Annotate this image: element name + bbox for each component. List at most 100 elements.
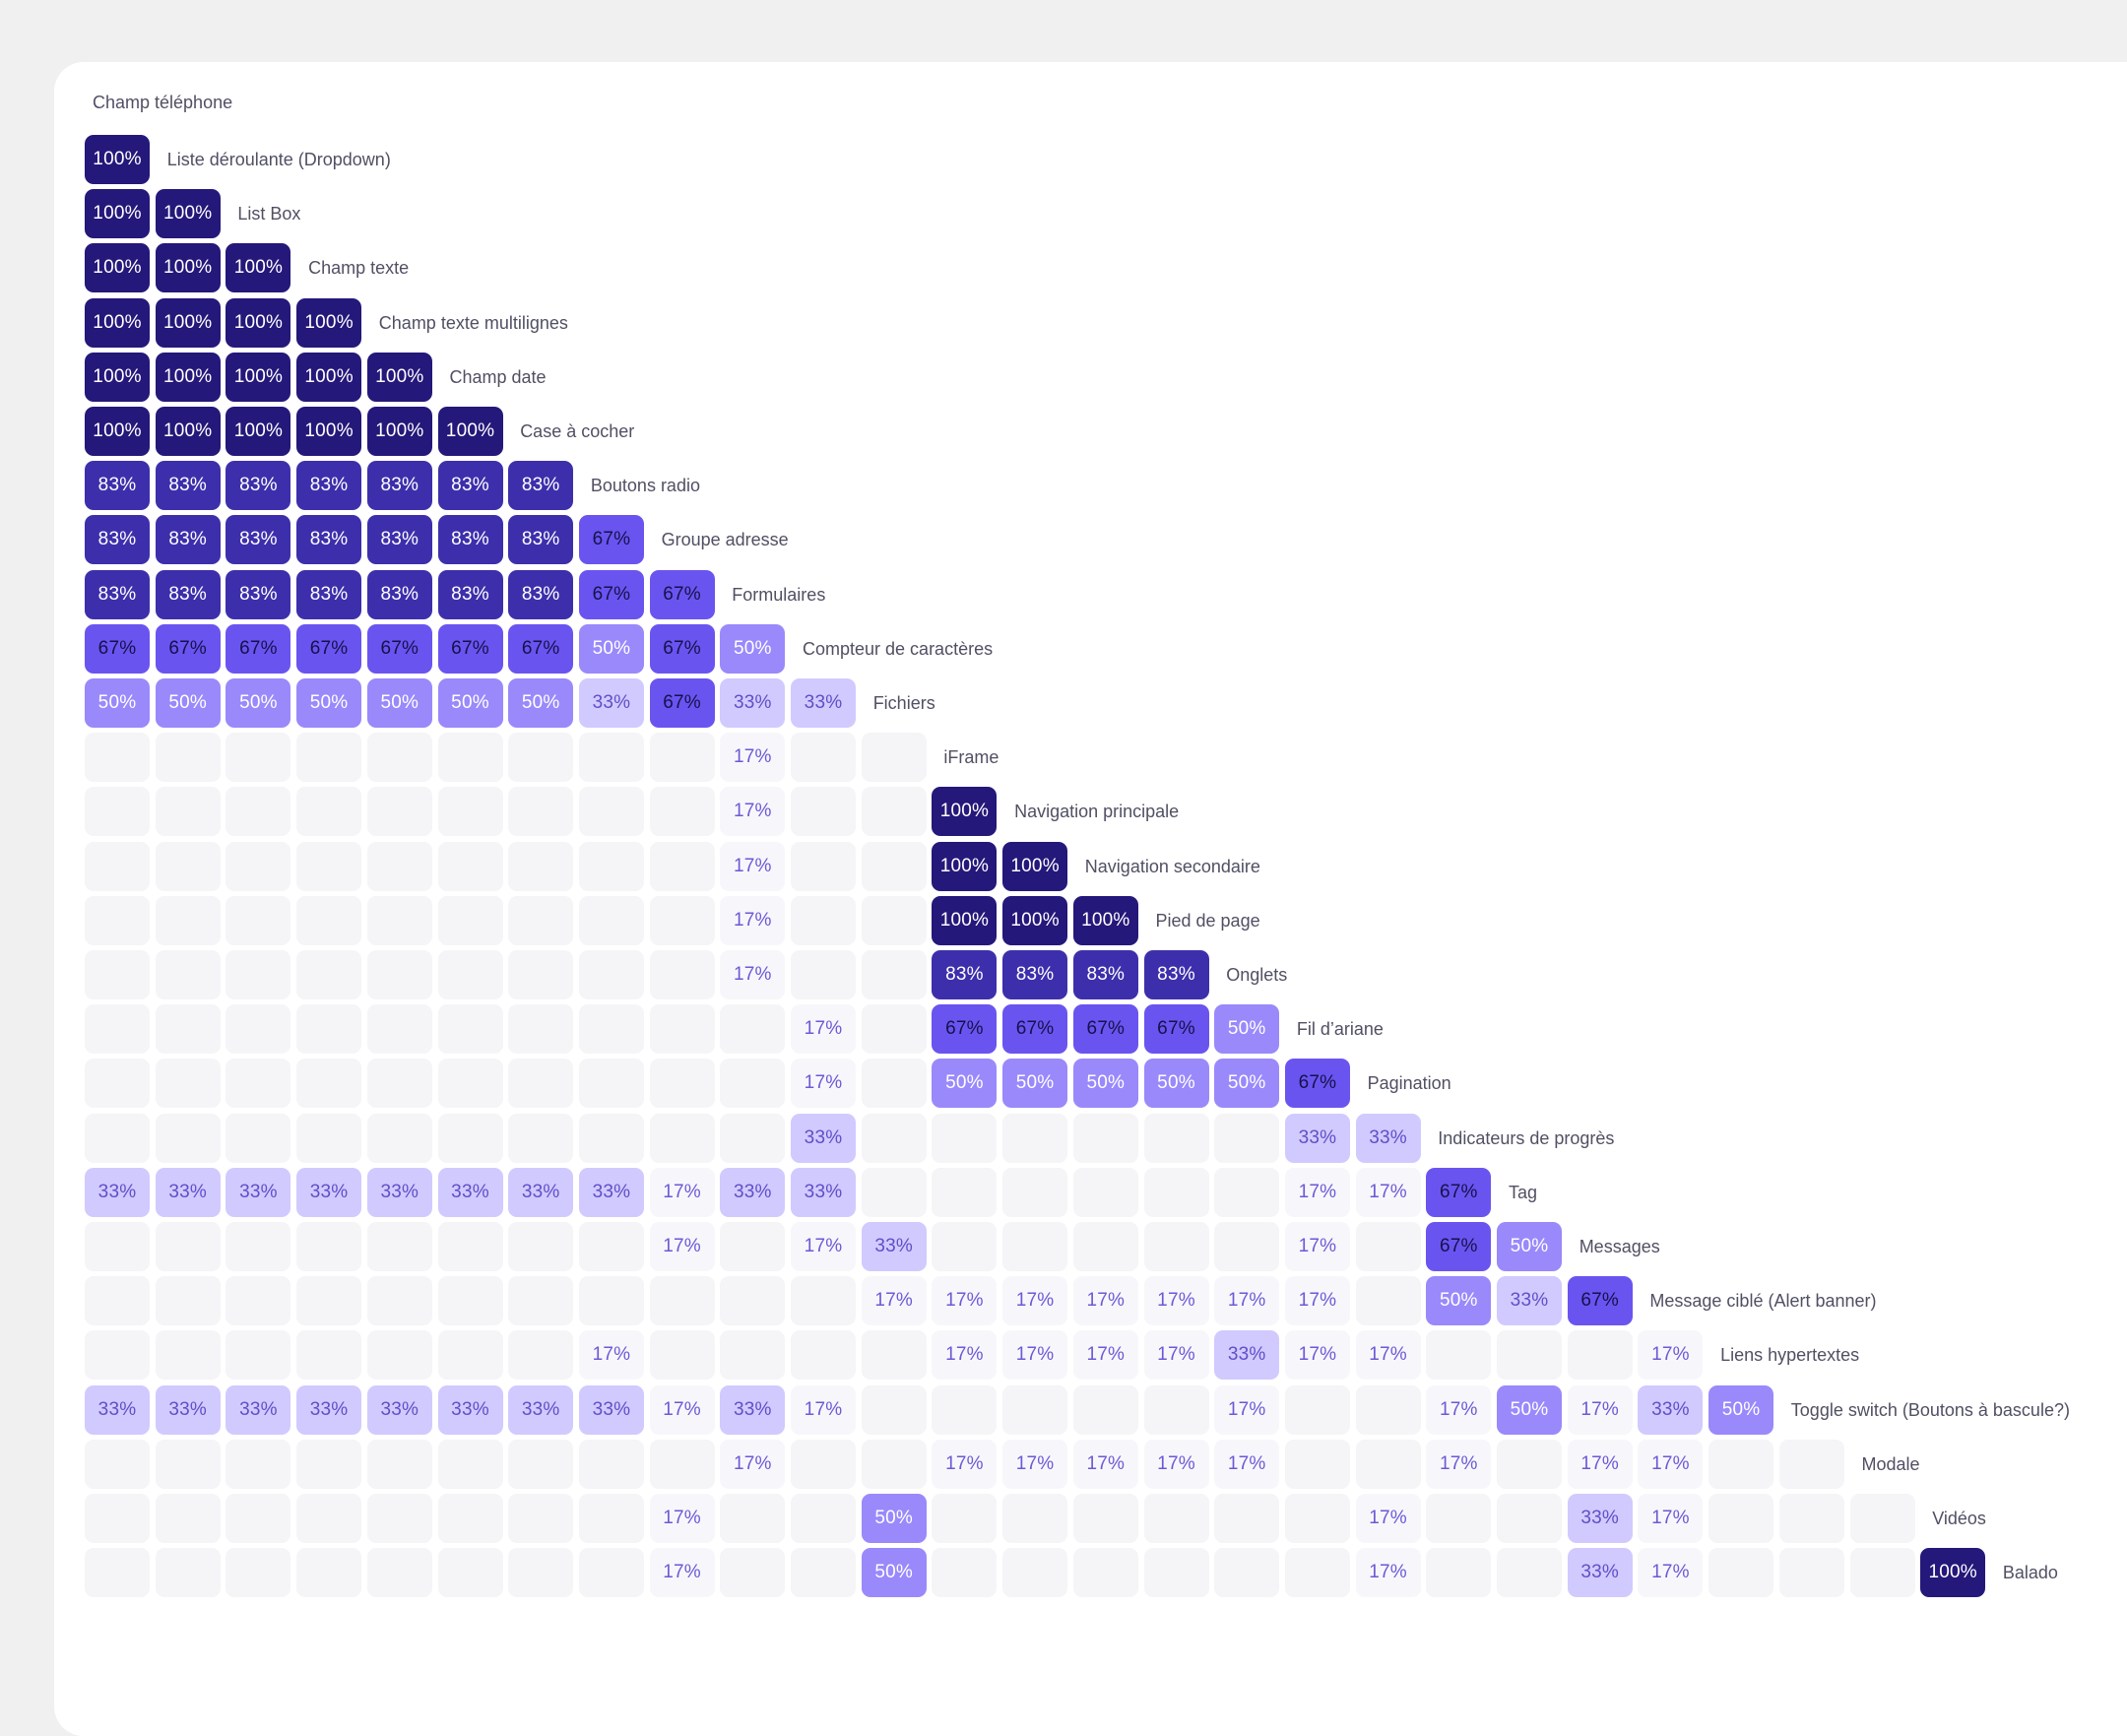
heatmap-cell-empty — [1072, 1548, 1138, 1598]
row-label: iFrame — [943, 747, 999, 768]
heatmap-cell-empty — [578, 1494, 644, 1543]
heatmap-cell-empty — [1497, 1494, 1562, 1543]
heatmap-cell: 50% — [1497, 1222, 1562, 1271]
heatmap-cell-empty — [1143, 1167, 1209, 1217]
heatmap-cell-empty — [226, 787, 291, 837]
heatmap-cell-empty — [791, 950, 856, 999]
heatmap-cell: 17% — [1143, 1330, 1209, 1381]
heatmap-cell: 33% — [226, 1167, 291, 1217]
heatmap-cell: 50% — [366, 678, 432, 728]
heatmap-cell: 33% — [1214, 1330, 1280, 1381]
heatmap-cell-empty — [85, 1059, 150, 1109]
row-label: Balado — [2002, 1563, 2058, 1583]
heatmap-cell: 33% — [508, 1167, 574, 1217]
heatmap-cell-empty — [437, 733, 503, 783]
heatmap-cell: 83% — [85, 461, 150, 511]
heatmap-cell: 17% — [932, 1276, 998, 1326]
heatmap-cell: 100% — [1002, 895, 1068, 945]
heatmap-cell-empty — [226, 950, 291, 999]
heatmap-cell-empty — [932, 1167, 998, 1217]
heatmap-cell-empty — [1708, 1548, 1774, 1598]
heatmap-cell-empty — [226, 1059, 291, 1109]
heatmap-cell: 67% — [296, 623, 362, 674]
heatmap-cell: 100% — [437, 407, 503, 456]
heatmap-cell: 83% — [155, 461, 221, 511]
heatmap-cell-empty — [437, 1059, 503, 1109]
heatmap-cell: 100% — [85, 243, 150, 293]
heatmap-cell-empty — [155, 1276, 221, 1326]
heatmap-cell-empty — [296, 895, 362, 945]
heatmap-cell: 17% — [1072, 1276, 1138, 1326]
heatmap-cell-empty — [578, 787, 644, 837]
heatmap-cell: 33% — [578, 1384, 644, 1435]
heatmap-cell-empty — [1143, 1384, 1209, 1435]
heatmap-cell: 67% — [85, 623, 150, 674]
heatmap-cell: 83% — [508, 461, 574, 511]
heatmap-cell: 33% — [720, 678, 786, 728]
heatmap-cell: 100% — [1920, 1548, 1986, 1598]
heatmap-cell-empty — [366, 950, 432, 999]
heatmap-cell: 17% — [1638, 1548, 1704, 1598]
heatmap-cell-empty — [1849, 1494, 1915, 1543]
heatmap-cell: 17% — [1426, 1384, 1492, 1435]
heatmap-cell: 67% — [578, 569, 644, 619]
heatmap-cell-empty — [1426, 1548, 1492, 1598]
heatmap-cell: 17% — [1072, 1439, 1138, 1489]
heatmap-cell-empty — [366, 733, 432, 783]
heatmap-cell: 17% — [1638, 1330, 1704, 1381]
heatmap-cell-empty — [155, 1439, 221, 1489]
heatmap-cell: 50% — [1002, 1059, 1068, 1109]
heatmap-cell: 33% — [791, 1167, 856, 1217]
heatmap-cell-empty — [85, 1330, 150, 1381]
heatmap-cell: 83% — [508, 569, 574, 619]
heatmap-cell-empty — [1708, 1494, 1774, 1543]
heatmap-cell-empty — [720, 1548, 786, 1598]
heatmap-cell: 100% — [296, 352, 362, 402]
heatmap-cell-empty — [296, 950, 362, 999]
heatmap-cell: 83% — [437, 461, 503, 511]
row-label: Boutons radio — [590, 476, 700, 496]
heatmap-cell: 17% — [791, 1059, 856, 1109]
heatmap-cell-empty — [296, 1548, 362, 1598]
heatmap-cell: 17% — [791, 1384, 856, 1435]
heatmap-cell: 17% — [1002, 1439, 1068, 1489]
heatmap-cell: 67% — [1426, 1167, 1492, 1217]
heatmap-cell-empty — [226, 1439, 291, 1489]
heatmap-cell-empty — [1002, 1113, 1068, 1163]
heatmap-cell: 33% — [366, 1384, 432, 1435]
heatmap-cell-empty — [1355, 1276, 1421, 1326]
heatmap-cell: 17% — [649, 1222, 715, 1271]
row-label: Fil d’ariane — [1296, 1019, 1384, 1040]
heatmap-cell-empty — [1214, 1222, 1280, 1271]
heatmap-cell-empty — [861, 1167, 927, 1217]
heatmap-cell: 50% — [578, 623, 644, 674]
heatmap-cell: 33% — [155, 1167, 221, 1217]
heatmap-cell-empty — [1143, 1548, 1209, 1598]
heatmap-cell-empty — [296, 841, 362, 891]
heatmap-cell: 83% — [85, 569, 150, 619]
heatmap-cell-empty — [578, 1548, 644, 1598]
heatmap-cell-empty — [1143, 1494, 1209, 1543]
heatmap-cell-empty — [226, 1222, 291, 1271]
heatmap-cell: 100% — [85, 352, 150, 402]
heatmap-cell: 17% — [861, 1276, 927, 1326]
heatmap-cell: 50% — [861, 1494, 927, 1543]
heatmap-cell: 17% — [932, 1330, 998, 1381]
heatmap-cell-empty — [508, 1494, 574, 1543]
heatmap-cell: 17% — [649, 1167, 715, 1217]
heatmap-cell: 67% — [649, 623, 715, 674]
heatmap-cell-empty — [508, 733, 574, 783]
heatmap-cell-empty — [1214, 1494, 1280, 1543]
heatmap-cell-empty — [155, 1494, 221, 1543]
heatmap-cell-empty — [437, 841, 503, 891]
heatmap-cell-empty — [1355, 1222, 1421, 1271]
heatmap-cell-empty — [85, 841, 150, 891]
heatmap-cell-empty — [649, 1439, 715, 1489]
heatmap-cell-empty — [296, 1059, 362, 1109]
heatmap-cell: 67% — [226, 623, 291, 674]
heatmap-cell-empty — [226, 1004, 291, 1055]
heatmap-cell-empty — [85, 1004, 150, 1055]
heatmap-cell-empty — [1849, 1548, 1915, 1598]
heatmap-cell-empty — [85, 1113, 150, 1163]
heatmap-cell-empty — [508, 1548, 574, 1598]
